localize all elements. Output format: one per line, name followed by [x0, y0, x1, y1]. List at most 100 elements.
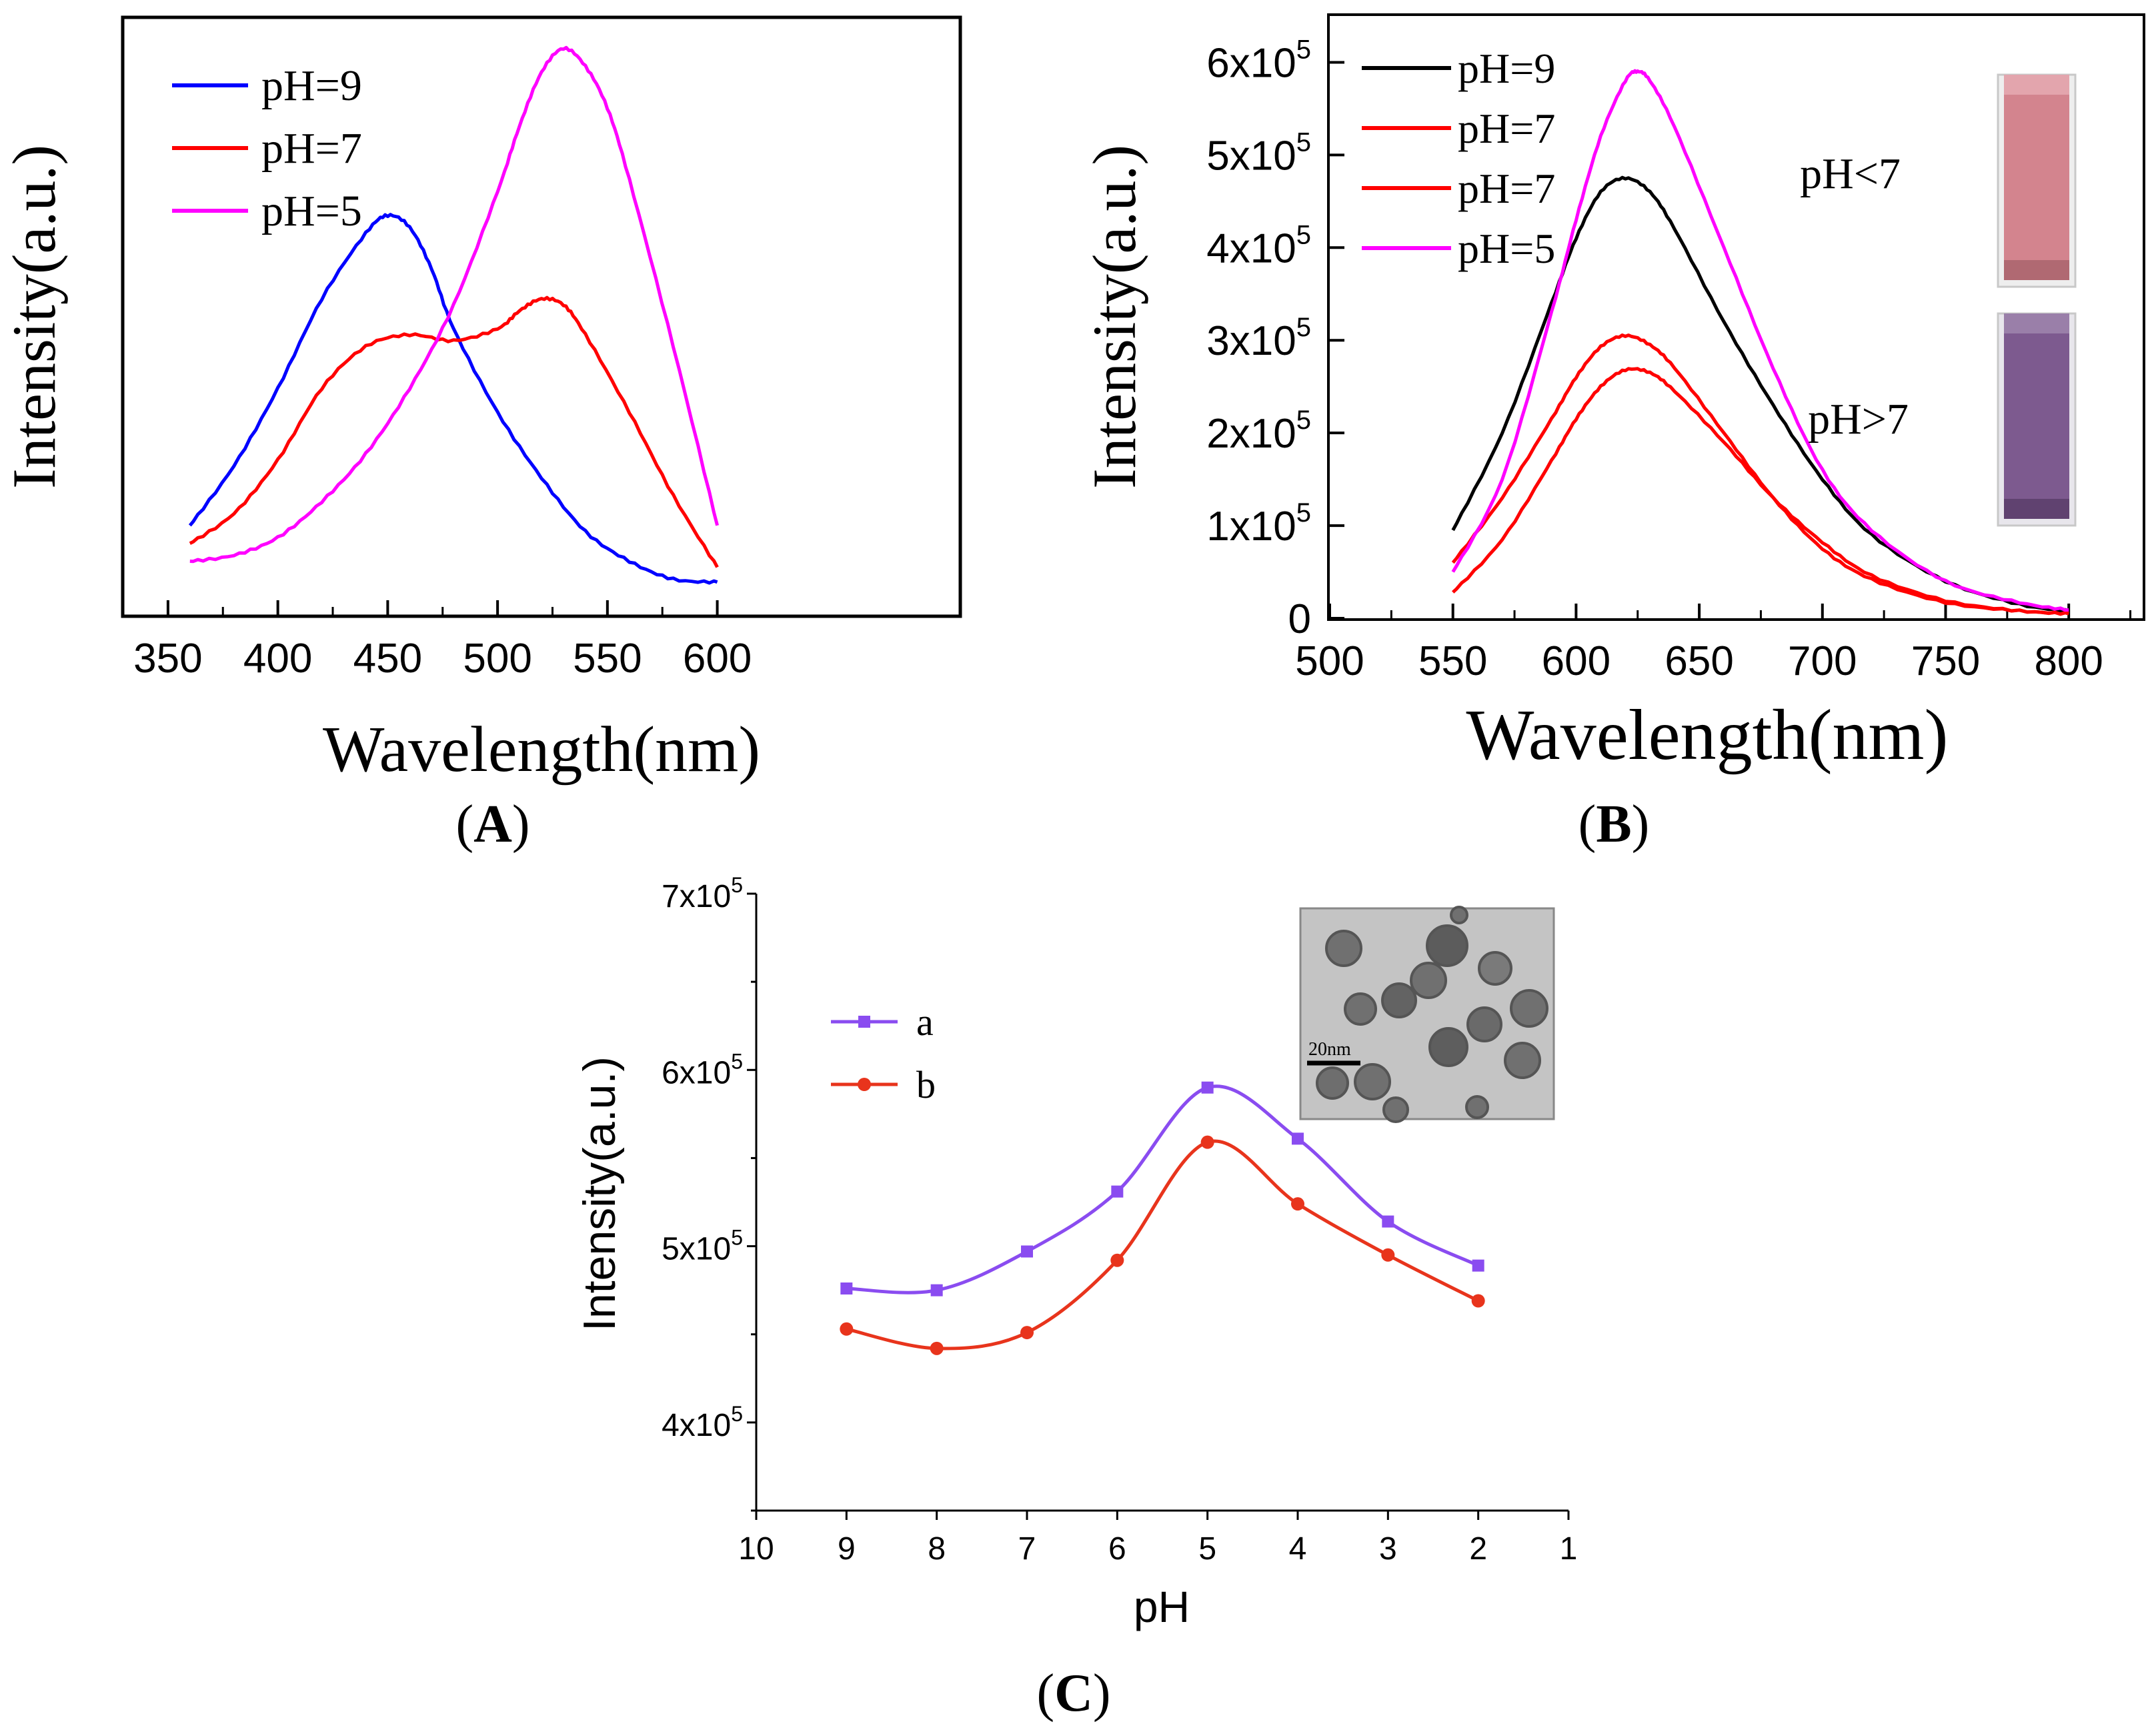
panel-c-legend: ab [831, 1000, 936, 1106]
panel-b-series [1451, 69, 2069, 616]
panel-c-series-line [846, 1139, 1479, 1351]
panel-c-square-marker [930, 1284, 943, 1296]
panel-a-x-tick-label: 400 [243, 636, 312, 682]
panel-a-x-ticks: 350 400 450 500 550 600 [133, 600, 752, 682]
panel-c: 4x105 5x105 6x105 7x105 10 9 8 7 6 5 4 3 2 1 ab [574, 873, 1577, 1723]
panel-c-y-ticks: 4x105 5x105 6x105 7x105 [662, 873, 756, 1512]
panel-c-y-tick-label: 6x105 [662, 1049, 743, 1090]
panel-c-square-marker [1472, 1259, 1484, 1272]
panel-c-circle-marker [930, 1341, 944, 1355]
panel-b-x-tick-label: 750 [1911, 638, 1980, 684]
panel-b-x-tick-label: 550 [1418, 638, 1487, 684]
panel-c-x-tick-label: 7 [1018, 1531, 1036, 1567]
panel-c-legend-label: b [916, 1063, 936, 1106]
panel-c-x-tick-label: 4 [1289, 1531, 1307, 1567]
panel-c-x-tick-label: 3 [1379, 1531, 1397, 1567]
panel-b-x-tick-label: 600 [1542, 638, 1610, 684]
panel-c-y-tick-label: 5x105 [662, 1226, 743, 1267]
panel-b-vial-inset: pH<7 pH>7 [1800, 73, 2077, 527]
panel-b-x-ticks: 500 550 600 650 700 750 800 [1295, 604, 2132, 684]
panel-a-series [188, 45, 720, 585]
panel-b-legend: pH=9 pH=7 pH=7 pH=5 [1362, 45, 1555, 272]
panel-b-x-tick-label: 650 [1665, 638, 1733, 684]
panel-c-x-tick-label: 5 [1198, 1531, 1216, 1567]
panel-c-square-marker [1292, 1132, 1304, 1145]
panel-c-legend-label: a [916, 1000, 934, 1044]
panel-a-x-axis-label: Wavelength(nm) [323, 714, 760, 786]
panel-b-y-tick-label: 2x105 [1206, 405, 1311, 457]
panel-b-y-tick-label: 1x105 [1206, 498, 1311, 550]
panel-b-x-tick-label: 800 [2034, 638, 2103, 684]
panel-a: 350 400 450 500 550 600 pH=9 pH=7 pH=5 Intensit… [0, 15, 962, 854]
panel-a-series-line [189, 45, 720, 564]
panel-c-series-line [846, 1084, 1479, 1294]
panel-b-series-line [1451, 69, 2069, 612]
panel-b-y-tick-label: 6x105 [1206, 35, 1311, 86]
panel-b-y-axis-label: Intensity(a.u.) [1080, 145, 1148, 489]
panel-a-x-tick-label: 600 [683, 636, 752, 682]
panel-c-square-marker [840, 1282, 853, 1294]
panel-c-x-axis-label: pH [1134, 1582, 1190, 1631]
panel-c-circle-marker [1200, 1135, 1214, 1149]
panel-c-x-ticks: 10 9 8 7 6 5 4 3 2 1 [738, 1511, 1577, 1567]
panel-b-legend-label: pH=5 [1458, 225, 1555, 272]
panel-b-y-tick-label: 4x105 [1206, 220, 1311, 271]
panel-b-y-tick-label: 5x105 [1206, 127, 1311, 179]
panel-c-x-tick-label: 10 [738, 1531, 774, 1567]
panel-c-square-marker [1382, 1215, 1394, 1228]
panel-a-legend-label: pH=7 [261, 124, 362, 173]
panel-a-legend: pH=9 pH=7 pH=5 [172, 61, 362, 235]
scale-bar-label: 20nm [1308, 1039, 1351, 1060]
panel-b-frame [1327, 13, 2145, 621]
panel-b: 0 1x105 2x105 3x105 4x105 5x105 6x105 500 550 60… [1080, 13, 2145, 854]
panel-c-square-marker [1021, 1245, 1033, 1258]
panel-a-x-tick-label: 550 [573, 636, 642, 682]
panel-c-square-marker [1201, 1081, 1214, 1094]
panel-a-legend-label: pH=5 [261, 187, 362, 235]
vial-acidic [1997, 73, 2077, 288]
panel-c-circle-marker [1381, 1248, 1395, 1262]
panel-b-series-line [1451, 333, 2069, 616]
panel-c-x-tick-label: 1 [1560, 1531, 1578, 1567]
panel-c-x-tick-label: 8 [928, 1531, 946, 1567]
panel-a-label: (A) [455, 795, 529, 854]
panel-c-x-tick-label: 2 [1469, 1531, 1487, 1567]
panel-b-label: (B) [1578, 795, 1650, 854]
panel-c-y-tick-label: 7x105 [662, 873, 743, 914]
panel-c-letter: C [1054, 1664, 1093, 1723]
panel-c-x-tick-label: 9 [838, 1531, 856, 1567]
panel-b-legend-label: pH=9 [1458, 45, 1555, 92]
panel-c-circle-marker [1291, 1197, 1304, 1211]
panel-b-y-tick-label: 3x105 [1206, 313, 1311, 364]
vial-label-acidic: pH<7 [1800, 149, 1901, 198]
panel-b-legend-label: pH=7 [1458, 165, 1555, 212]
panel-a-x-tick-label: 500 [463, 636, 531, 682]
panel-b-y-tick-label: 0 [1288, 596, 1311, 642]
panel-c-series [840, 1081, 1485, 1355]
panel-a-series-line [188, 213, 718, 585]
panel-b-x-tick-label: 700 [1788, 638, 1857, 684]
panel-c-circle-marker [1471, 1294, 1485, 1308]
panel-a-y-axis-label: Intensity(a.u.) [0, 145, 68, 489]
panel-c-circle-marker [1020, 1326, 1034, 1340]
panel-b-x-axis-label: Wavelength(nm) [1466, 696, 1948, 775]
panel-c-label: (C) [1036, 1664, 1110, 1723]
panel-c-legend-marker [858, 1078, 871, 1091]
panel-c-legend-marker [858, 1016, 870, 1028]
panel-b-legend-label: pH=7 [1458, 105, 1555, 152]
panel-a-legend-label: pH=9 [261, 61, 362, 110]
panel-c-circle-marker [1110, 1253, 1124, 1267]
panel-c-y-tick-label: 4x105 [662, 1402, 743, 1443]
panel-b-letter: B [1596, 795, 1631, 854]
panel-a-x-tick-label: 450 [353, 636, 422, 682]
panel-a-series-line [189, 295, 719, 568]
panel-c-square-marker [1111, 1185, 1124, 1198]
panel-b-y-ticks: 0 1x105 2x105 3x105 4x105 5x105 6x105 [1206, 35, 1344, 642]
panel-a-frame [121, 15, 962, 618]
panel-b-series-line [1451, 367, 2069, 616]
vial-basic [1997, 312, 2077, 527]
panel-c-x-tick-label: 6 [1108, 1531, 1126, 1567]
panel-b-x-tick-label: 500 [1295, 638, 1364, 684]
panel-a-letter: A [473, 795, 512, 854]
